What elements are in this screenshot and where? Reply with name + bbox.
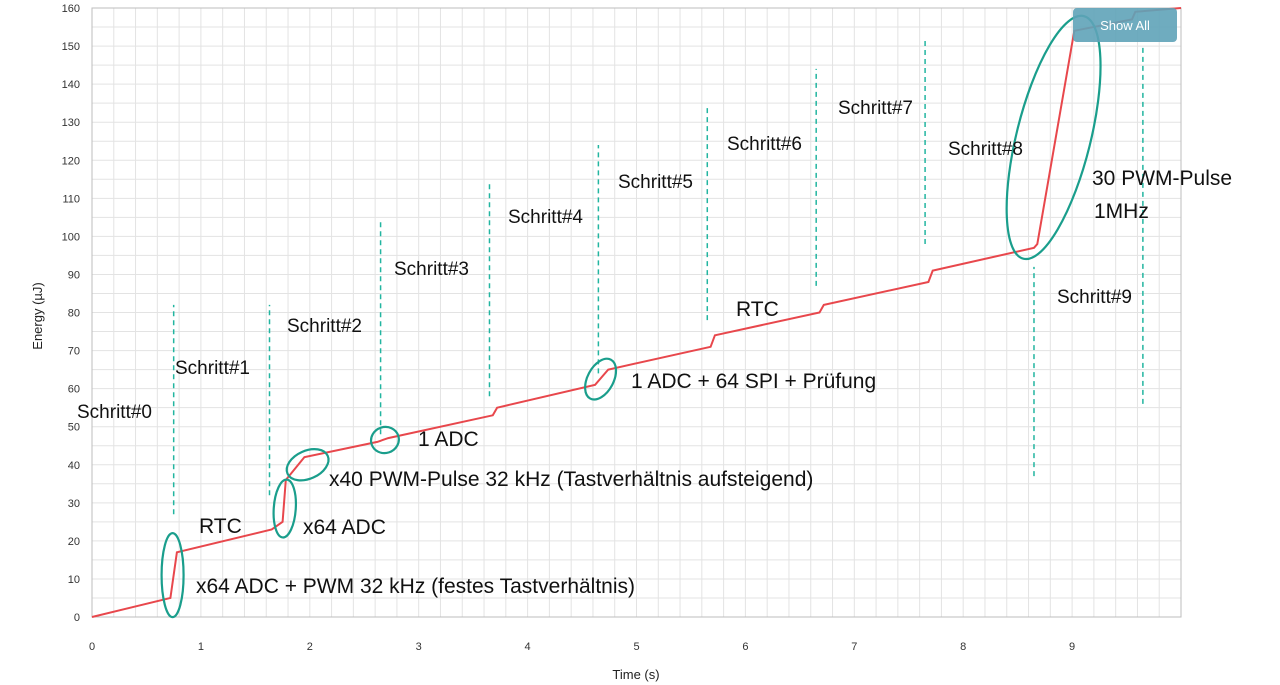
grid-lines: [91, 7, 1182, 618]
y-tick-label: 30: [68, 498, 80, 510]
x-tick-label: 9: [1069, 641, 1075, 653]
step-label-9: Schritt#9: [1057, 287, 1132, 308]
show-all-button[interactable]: Show All: [1073, 8, 1177, 42]
y-tick-label: 40: [68, 460, 80, 472]
y-tick-label: 120: [62, 155, 80, 167]
step-label-7: Schritt#7: [838, 98, 913, 119]
y-axis-title: Energy (µJ): [30, 282, 45, 349]
annotation-1mhz: 1MHz: [1094, 200, 1149, 223]
x-tick-label: 0: [89, 641, 95, 653]
y-tick-labels: 0 10 20 30 40 50 60 70 80 90 100 110 120 130 140 150 160: [62, 3, 80, 624]
step-label-8: Schritt#8: [948, 139, 1023, 160]
annotation-x64-adc: x64 ADC: [303, 516, 386, 539]
x-tick-label: 5: [633, 641, 639, 653]
annotation-pwm-pulse: 30 PWM-Pulse: [1092, 167, 1232, 190]
annotation-adc-spi: 1 ADC + 64 SPI + Prüfung: [631, 370, 876, 393]
highlight-ellipse-3: [369, 425, 400, 455]
y-tick-label: 60: [68, 384, 80, 396]
step-markers: [172, 38, 1144, 515]
y-tick-label: 130: [62, 117, 80, 129]
step-label-6: Schritt#6: [727, 134, 802, 155]
y-tick-label: 50: [68, 422, 80, 434]
highlight-ellipse-0: [160, 532, 185, 619]
step-label-5: Schritt#5: [618, 172, 693, 193]
show-all-button-bg[interactable]: [1073, 8, 1177, 42]
plot-area: [91, 7, 1182, 618]
highlight-ellipse-4: [584, 357, 618, 401]
series-layer: [91, 7, 1182, 618]
y-tick-label: 80: [68, 308, 80, 320]
y-tick-label: 10: [68, 574, 80, 586]
y-tick-label: 110: [62, 193, 80, 205]
x-tick-label: 8: [960, 641, 966, 653]
energy-series-line-0: [91, 7, 1182, 618]
highlight-ellipse-2: [285, 448, 330, 482]
y-tick-label: 70: [68, 346, 80, 358]
y-tick-label: 20: [68, 536, 80, 548]
step-label-1: Schritt#1: [175, 358, 250, 379]
x-axis-title: Time (s): [612, 667, 659, 682]
step-label-3: Schritt#3: [394, 259, 469, 280]
x-tick-label: 3: [416, 641, 422, 653]
annotation-rtc-2: RTC: [736, 298, 779, 321]
y-tick-label: 160: [62, 3, 80, 15]
step-label-2: Schritt#2: [287, 316, 362, 337]
y-tick-label: 0: [74, 612, 80, 624]
x-tick-label: 1: [198, 641, 204, 653]
annotation-1-adc: 1 ADC: [418, 428, 479, 451]
x-tick-labels: 0 1 2 3 4 5 6 7 8 9: [89, 641, 1075, 653]
highlight-ellipse-1: [272, 478, 298, 539]
step-label-4: Schritt#4: [508, 207, 583, 228]
x-tick-label: 4: [525, 641, 531, 653]
annotation-x64-adc-pwm: x64 ADC + PWM 32 kHz (festes Tastverhält…: [196, 575, 635, 598]
y-tick-label: 100: [62, 231, 80, 243]
y-tick-label: 140: [62, 79, 80, 91]
y-tick-label: 150: [62, 41, 80, 53]
x-tick-label: 2: [307, 641, 313, 653]
show-all-button-label[interactable]: Show All: [1100, 18, 1150, 33]
annotation-rtc-1: RTC: [199, 515, 242, 538]
x-tick-label: 7: [851, 641, 857, 653]
y-tick-label: 90: [68, 269, 80, 281]
annotation-x40-pwm: x40 PWM-Pulse 32 kHz (Tastverhältnis auf…: [329, 468, 813, 491]
x-tick-label: 6: [742, 641, 748, 653]
step-label-0: Schritt#0: [77, 402, 152, 423]
